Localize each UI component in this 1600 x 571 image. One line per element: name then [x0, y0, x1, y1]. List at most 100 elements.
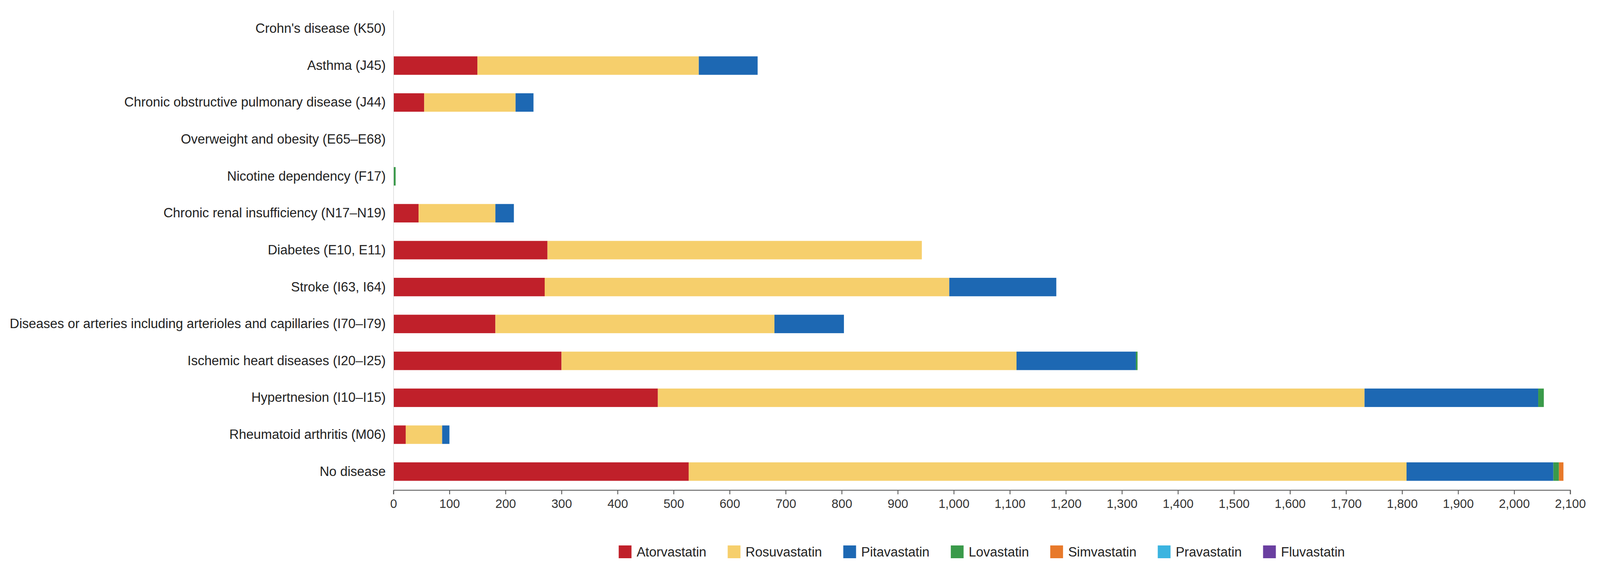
tick: 1,200	[1050, 490, 1082, 511]
tick-mark	[1458, 490, 1459, 495]
axis-line	[393, 490, 1571, 495]
bar	[533, 93, 534, 112]
bar	[1056, 277, 1057, 297]
bar	[449, 425, 450, 444]
category-label: Crohn's disease (K50)	[255, 20, 386, 36]
tick: 1,800	[1386, 490, 1419, 511]
series	[393, 56, 689, 481]
bar	[1563, 462, 1564, 481]
category-label: No disease	[319, 464, 386, 480]
bar	[513, 204, 515, 223]
tick: 1,000	[938, 490, 970, 511]
tick-label: 200	[495, 496, 516, 511]
tick-label: 1,200	[1050, 496, 1082, 511]
bar	[1406, 462, 1554, 481]
bar	[921, 240, 922, 260]
bar	[449, 425, 450, 444]
bar	[393, 314, 496, 334]
tick: Rheumatoid arthritis (M06)	[229, 427, 394, 442]
bar	[1135, 351, 1138, 370]
tick: Diabetes (E10, E11)	[267, 242, 394, 258]
tick-label: 900	[887, 496, 909, 511]
bar	[774, 314, 844, 334]
category-label: Asthma (J45)	[307, 57, 386, 73]
bar	[921, 240, 922, 260]
tick-label: 1,600	[1274, 496, 1306, 511]
tick-label: 1,500	[1218, 496, 1250, 511]
tick-mark	[1121, 490, 1123, 495]
bar	[495, 204, 514, 223]
bar	[1538, 388, 1544, 408]
tick: Hypertnesion (I10–I15)	[251, 389, 394, 405]
bar	[921, 240, 922, 260]
category-label: Rheumatoid arthritis (M06)	[229, 427, 386, 442]
tick: 800	[831, 490, 852, 511]
legend-swatch	[618, 545, 632, 559]
bar	[533, 93, 534, 112]
tick-mark	[841, 490, 843, 495]
tick: 2,100	[1554, 490, 1586, 511]
tick: 600	[719, 490, 740, 511]
bar	[698, 56, 758, 75]
bar	[449, 425, 450, 444]
bar	[393, 240, 548, 260]
bar	[477, 56, 699, 75]
legend-label: Fluvastatin	[1280, 544, 1345, 560]
tick: Stroke (I63, I64)	[291, 279, 394, 295]
tick: 900	[887, 490, 909, 511]
bar	[1016, 351, 1136, 370]
bar	[393, 462, 689, 481]
bar	[688, 462, 1407, 481]
bar	[513, 204, 515, 223]
tick: 1,600	[1274, 490, 1306, 511]
bar	[547, 240, 922, 260]
tick-label: 1,100	[994, 496, 1026, 511]
tick-label: 300	[551, 496, 572, 511]
bar	[395, 167, 396, 186]
tick: Crohn's disease (K50)	[255, 20, 394, 36]
series	[1559, 462, 1564, 481]
tick-label: 100	[439, 496, 460, 511]
bar	[533, 93, 534, 112]
legend-swatch	[1050, 545, 1063, 559]
legend-item: Fluvastatin	[1262, 544, 1345, 560]
tick: 1,700	[1330, 490, 1362, 511]
plot: 01002003004005006007008009001,0001,1001,…	[9, 10, 1586, 512]
series	[393, 167, 1560, 481]
bar	[921, 240, 922, 260]
axis-line	[393, 10, 394, 491]
bar	[1543, 388, 1545, 408]
tick: 0	[389, 490, 397, 511]
bar	[418, 204, 496, 223]
tick-mark	[785, 490, 787, 495]
tick-label: 2,000	[1498, 496, 1531, 511]
tick: 700	[775, 490, 797, 511]
bar	[1137, 351, 1138, 370]
bar	[395, 167, 396, 186]
legend-swatch	[1157, 545, 1171, 559]
bar	[1553, 462, 1560, 481]
bar	[515, 93, 534, 112]
tick-label: 1,700	[1330, 496, 1362, 511]
bars	[393, 56, 1564, 481]
tick-mark	[1570, 490, 1572, 495]
tick-mark	[1345, 490, 1347, 495]
tick: 100	[439, 490, 460, 511]
bar	[393, 277, 545, 297]
bar	[843, 314, 845, 334]
bar	[395, 167, 396, 186]
bar	[757, 56, 758, 75]
bar	[949, 277, 1057, 297]
category-label: Hypertnesion (I10–I15)	[251, 389, 386, 405]
chart: 01002003004005006007008009001,0001,1001,…	[0, 0, 1600, 571]
legend-item: Pitavastatin	[843, 544, 930, 560]
tick-mark	[953, 490, 955, 495]
bar	[513, 204, 515, 223]
tick: Chronic obstructive pulmonary disease (J…	[124, 94, 394, 110]
tick-label: 500	[663, 496, 685, 511]
category-label: Stroke (I63, I64)	[291, 279, 386, 295]
y-axis: Crohn's disease (K50) Asthma (J45) Chronic…	[9, 10, 394, 491]
bar	[1137, 351, 1138, 370]
bar	[561, 351, 1017, 370]
category-label: Overweight and obesity (E65–E68)	[180, 131, 386, 147]
